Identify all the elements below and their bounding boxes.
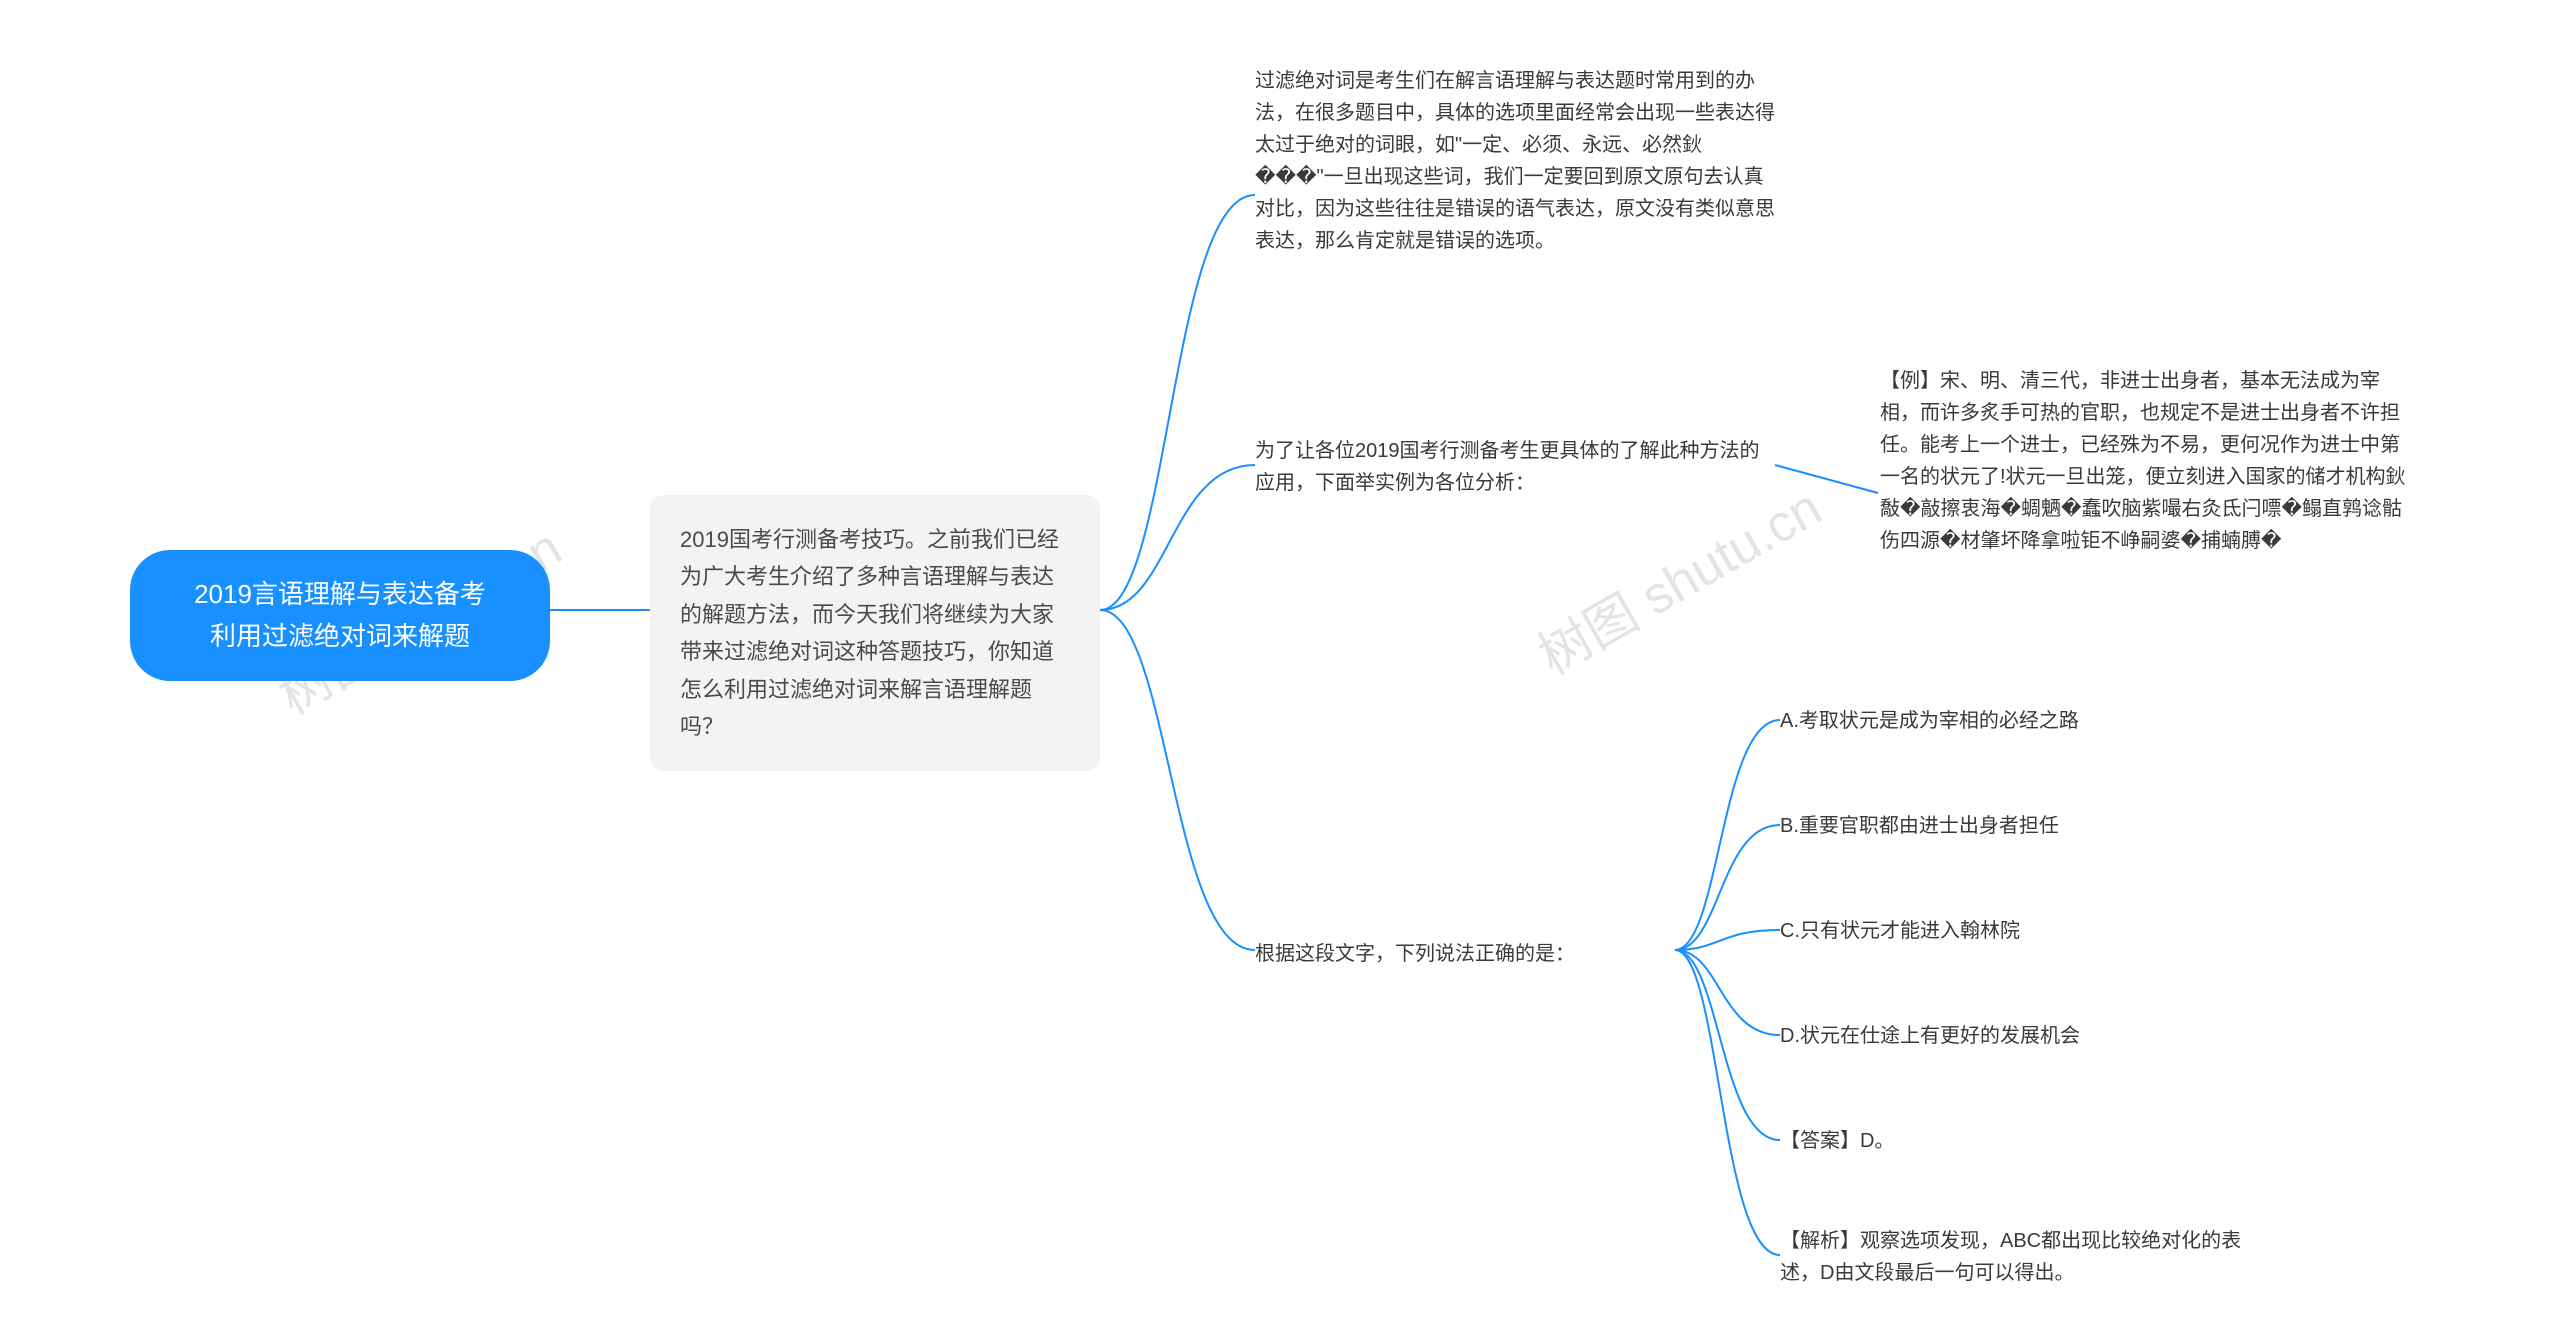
edge-n2-child <box>1775 465 1878 493</box>
node-c6[interactable]: 【解析】观察选项发现，ABC都出现比较绝对化的表述，D由文段最后一句可以得出。 <box>1780 1225 2260 1289</box>
edge-l1-n3 <box>1100 610 1255 950</box>
node-c3[interactable]: C.只有状元才能进入翰林院 <box>1780 915 2180 947</box>
level1-text: 2019国考行测备考技巧。之前我们已经为广大考生介绍了多种言语理解与表达的解题方… <box>680 527 1059 739</box>
node-n1[interactable]: 过滤绝对词是考生们在解言语理解与表达题时常用到的办法，在很多题目中，具体的选项里… <box>1255 65 1775 257</box>
node-n2-child-text: 【例】宋、明、清三代，非进士出身者，基本无法成为宰相，而许多炙手可热的官职，也规… <box>1880 370 2406 552</box>
node-n3[interactable]: 根据这段文字，下列说法正确的是： <box>1255 938 1675 970</box>
node-n2[interactable]: 为了让各位2019国考行测备考生更具体的了解此种方法的应用，下面举实例为各位分析… <box>1255 435 1775 499</box>
node-n3-text: 根据这段文字，下列说法正确的是： <box>1255 943 1575 965</box>
node-c3-text: C.只有状元才能进入翰林院 <box>1780 920 2020 942</box>
node-c2[interactable]: B.重要官职都由进士出身者担任 <box>1780 810 2180 842</box>
node-c1-text: A.考取状元是成为宰相的必经之路 <box>1780 710 2079 732</box>
edge-n3-c6 <box>1675 950 1780 1255</box>
edge-n3-c4 <box>1675 950 1780 1035</box>
node-c4[interactable]: D.状元在仕途上有更好的发展机会 <box>1780 1020 2180 1052</box>
node-c6-text: 【解析】观察选项发现，ABC都出现比较绝对化的表述，D由文段最后一句可以得出。 <box>1780 1230 2241 1284</box>
root-text: 2019言语理解与表达备考利用过滤绝对词来解题 <box>194 579 486 651</box>
level1-node[interactable]: 2019国考行测备考技巧。之前我们已经为广大考生介绍了多种言语理解与表达的解题方… <box>650 495 1100 771</box>
node-n2-child[interactable]: 【例】宋、明、清三代，非进士出身者，基本无法成为宰相，而许多炙手可热的官职，也规… <box>1880 365 2410 557</box>
node-n1-text: 过滤绝对词是考生们在解言语理解与表达题时常用到的办法，在很多题目中，具体的选项里… <box>1255 70 1775 252</box>
root-node[interactable]: 2019言语理解与表达备考利用过滤绝对词来解题 <box>130 550 550 681</box>
node-c4-text: D.状元在仕途上有更好的发展机会 <box>1780 1025 2080 1047</box>
node-c1[interactable]: A.考取状元是成为宰相的必经之路 <box>1780 705 2180 737</box>
watermark-2: 树图 shutu.cn <box>1522 466 1832 688</box>
node-c5[interactable]: 【答案】D。 <box>1780 1125 2180 1157</box>
edge-l1-n2 <box>1100 465 1255 610</box>
edge-n3-c5 <box>1675 950 1780 1140</box>
mindmap-canvas: 树图 shutu.cn 树图 shutu.cn 2019言语理解与表达备考利用过… <box>0 0 2560 1344</box>
edge-n3-c2 <box>1675 825 1780 950</box>
node-n2-text: 为了让各位2019国考行测备考生更具体的了解此种方法的应用，下面举实例为各位分析… <box>1255 440 1760 494</box>
edge-n3-c3 <box>1675 930 1780 950</box>
edge-n3-c1 <box>1675 720 1780 950</box>
edge-l1-n1 <box>1100 195 1255 610</box>
node-c2-text: B.重要官职都由进士出身者担任 <box>1780 815 2059 837</box>
node-c5-text: 【答案】D。 <box>1780 1130 1894 1152</box>
